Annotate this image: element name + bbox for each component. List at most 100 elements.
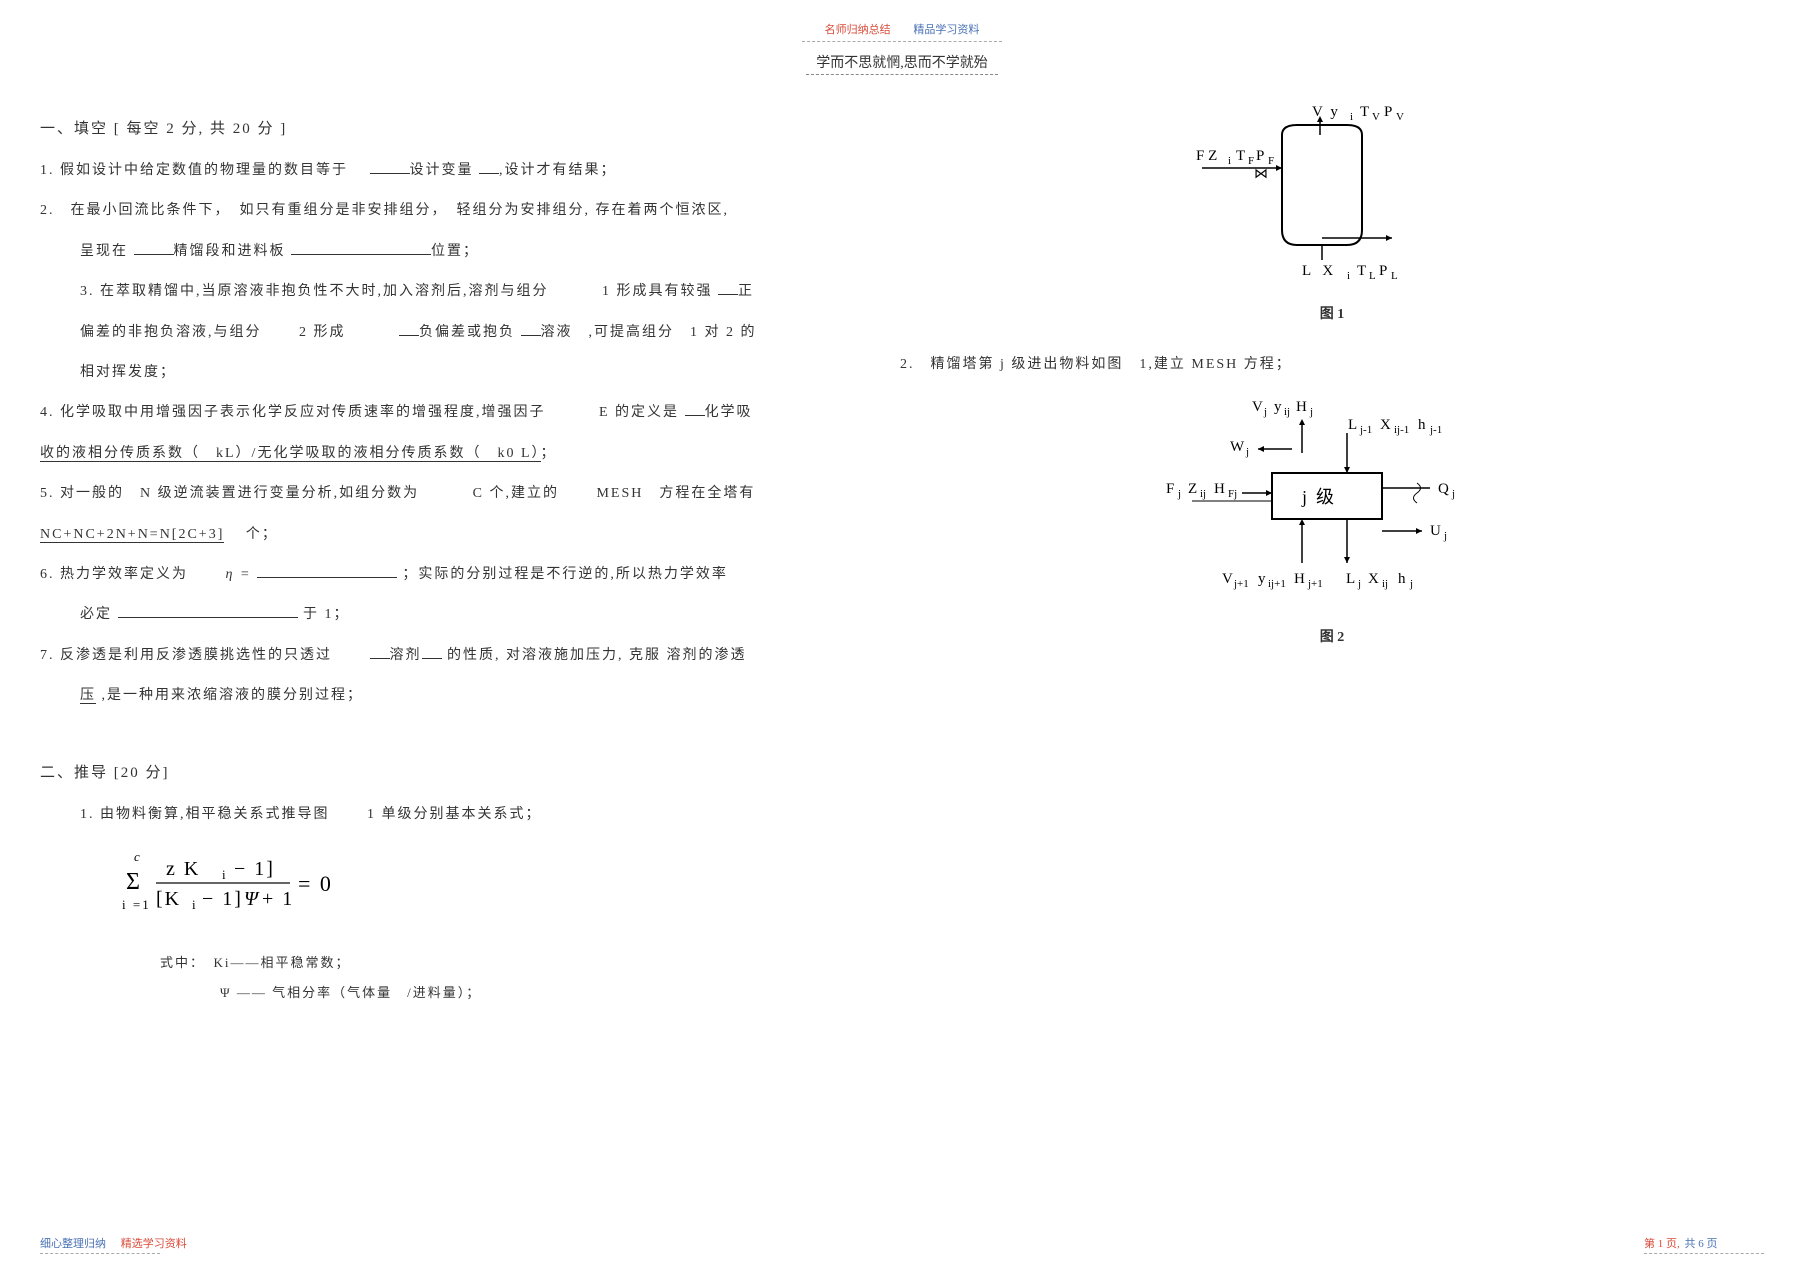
- q3-text: 3. 在萃取精馏中,当原溶液非抱负性不大时,加入溶剂后,溶剂与组分: [80, 284, 549, 299]
- q4-mid: E 的定义是: [599, 405, 679, 420]
- page-footer: 细心整理归纳 精选学习资料 第 1 页, 共 6 页: [40, 1235, 1764, 1254]
- question-4: 4. 化学吸取中用增强因子表示化学反应对传质速率的增强程度,增强因子 E 的定义…: [40, 395, 860, 431]
- svg-text:H: H: [1296, 399, 1307, 415]
- svg-text:P: P: [1384, 104, 1392, 120]
- q3-mid: 1 形成具有较强: [602, 284, 713, 299]
- section-2-title: 二、推导 [20 分]: [40, 754, 860, 793]
- svg-text:L: L: [1391, 270, 1398, 282]
- question-6: 6. 热力学效率定义为 η = ；实际的分别过程是不行逆的,所以热力学效率: [40, 557, 860, 593]
- svg-text:P: P: [1379, 263, 1387, 279]
- figure-2-svg: V j y ij H j L j-1 X ij-1 h j-1 W j: [1162, 393, 1502, 613]
- svg-text:y: y: [1258, 571, 1266, 587]
- question-2-line2: 呈现在 精馏段和进料板 位置；: [40, 234, 860, 270]
- svg-text:ij+1: ij+1: [1268, 578, 1286, 590]
- question-3-line3: 相对挥发度；: [40, 355, 860, 391]
- q4-ans: 化学吸: [705, 405, 753, 420]
- q2-line2-text: 呈现在: [80, 244, 128, 259]
- svg-text:y: y: [1274, 399, 1282, 415]
- svg-text:j: j: [1245, 446, 1249, 458]
- question-3-line2: 偏差的非抱负溶液,与组分 2 形成 负偏差或抱负 溶液 ,可提高组分 1 对 2…: [40, 315, 860, 351]
- svg-text:+ 1: + 1: [262, 888, 294, 910]
- q5-formula: NC+NC+2N+N=N[2C+3]: [40, 527, 224, 543]
- formula-block: c Σ i =1 z K i − 1] [K i − 1] Ψ + 1 = 0: [120, 849, 860, 940]
- svg-text:L: L: [1346, 571, 1355, 587]
- svg-text:T: T: [1360, 104, 1369, 120]
- footer-left-divider: [40, 1253, 160, 1254]
- svg-text:L: L: [1348, 417, 1357, 433]
- svg-text:j-1: j-1: [1359, 424, 1372, 436]
- d1-end: 1 单级分别基本关系式；: [367, 807, 542, 822]
- question-6-line2: 必定 于 1；: [40, 597, 860, 633]
- svg-text:i: i: [192, 897, 198, 912]
- q7-text: 7. 反渗透是利用反渗透膜挑选性的只透过: [40, 648, 332, 663]
- svg-text:= 0: = 0: [298, 871, 333, 896]
- derivation-1: 1. 由物料衡算,相平稳关系式推导图 1 单级分别基本关系式；: [40, 797, 860, 833]
- question-7-line2: 压 ,是一种用来浓缩溶液的膜分别过程；: [40, 678, 860, 714]
- q7-mid: 的性质, 对溶液施加压力, 克服 溶剂的渗透: [447, 648, 747, 663]
- right-item-2: 2. 精馏塔第 j 级进出物料如图 1,建立 MESH 方程；: [900, 353, 1764, 373]
- question-2: 2. 在最小回流比条件下， 如只有重组分是非安排组分， 轻组分为安排组分, 存在…: [40, 193, 860, 229]
- q5-mid: C 个,建立的: [473, 486, 559, 501]
- svg-text:j: j: [1357, 578, 1361, 590]
- question-3: 3. 在萃取精馏中,当原溶液非抱负性不大时,加入溶剂后,溶剂与组分 1 形成具有…: [40, 274, 860, 310]
- q1-end: ,设计才有结果；: [499, 163, 617, 178]
- main-content: 一、填空 [ 每空 2 分, 共 20 分 ] 1. 假如设计中给定数值的物理量…: [40, 85, 1764, 1010]
- q6-text: 6. 热力学效率定义为: [40, 567, 188, 582]
- svg-text:j: j: [1263, 406, 1267, 418]
- svg-text:U: U: [1430, 523, 1441, 539]
- svg-text:T: T: [1236, 148, 1245, 164]
- q2-blank: [134, 241, 174, 255]
- q7-line2b: ,是一种用来浓缩溶液的膜分别过程；: [102, 688, 364, 703]
- footer-right: 第 1 页, 共 6 页: [1644, 1235, 1764, 1254]
- footer-right-2: 共 6 页: [1685, 1238, 1718, 1250]
- svg-text:⋈: ⋈: [1254, 167, 1268, 182]
- svg-text:i: i: [1228, 155, 1231, 167]
- q1-blank2: [479, 160, 499, 174]
- q4-blank: [685, 402, 705, 416]
- svg-text:H: H: [1214, 481, 1225, 497]
- q3-line2a: 偏差的非抱负溶液,与组分: [80, 325, 262, 340]
- svg-text:z K: z K: [166, 858, 200, 880]
- figure-1-label: 图 1: [900, 303, 1764, 323]
- header-divider: [802, 41, 1002, 42]
- header-link-2: 精品学习资料: [913, 24, 979, 36]
- svg-text:Σ: Σ: [126, 869, 142, 895]
- svg-text:Fj: Fj: [1228, 488, 1237, 500]
- svg-text:h: h: [1398, 571, 1406, 587]
- svg-text:F Z: F Z: [1196, 148, 1217, 164]
- q5-end: 个；: [246, 527, 278, 542]
- svg-text:T: T: [1357, 263, 1366, 279]
- question-5: 5. 对一般的 N 级逆流装置进行变量分析,如组分数为 C 个,建立的 MESH…: [40, 476, 860, 512]
- q3-blank: [718, 281, 738, 295]
- q4-line2: 收的液相分传质系数（ kL）/无化学吸取的液相分传质系数（ k0 L）: [40, 446, 541, 462]
- q3-line2c: 溶液 ,可提高组分 1 对 2 的: [541, 325, 757, 340]
- q3-blank2: [399, 322, 419, 336]
- svg-text:ij-1: ij-1: [1394, 424, 1409, 436]
- q5-text: 5. 对一般的 N 级逆流装置进行变量分析,如组分数为: [40, 486, 419, 501]
- svg-text:X: X: [1380, 417, 1391, 433]
- q2-blank2: [291, 241, 431, 255]
- footer-left: 细心整理归纳 精选学习资料: [40, 1235, 187, 1254]
- q7-blank: [370, 645, 390, 659]
- svg-text:j-1: j-1: [1429, 424, 1442, 436]
- page-subtitle: 学而不思就惘,思而不学就殆: [806, 50, 998, 75]
- svg-text:j+1: j+1: [1307, 578, 1323, 590]
- svg-text:V: V: [1252, 399, 1263, 415]
- q3-ans: 正: [738, 284, 754, 299]
- q6-blank2: [118, 604, 298, 618]
- svg-text:L: L: [1369, 270, 1376, 282]
- header-link-1: 名师归纳总结: [825, 24, 891, 36]
- section-1-title: 一、填空 [ 每空 2 分, 共 20 分 ]: [40, 110, 860, 149]
- svg-text:F: F: [1248, 155, 1254, 167]
- svg-text:F: F: [1268, 155, 1274, 167]
- svg-text:j: j: [1443, 530, 1447, 542]
- svg-text:j+1: j+1: [1233, 578, 1249, 590]
- question-7: 7. 反渗透是利用反渗透膜挑选性的只透过 溶剂 的性质, 对溶液施加压力, 克服…: [40, 638, 860, 674]
- header-links: 名师归纳总结 精品学习资料: [825, 21, 980, 37]
- svg-text:H: H: [1294, 571, 1305, 587]
- q2-end: 位置；: [431, 244, 479, 259]
- formula-desc-1: 式中： Ki——相平稳常数；: [160, 950, 860, 976]
- svg-text:j: j: [1177, 488, 1181, 500]
- svg-text:Z: Z: [1188, 481, 1197, 497]
- q3-ans2: 负偏差或抱负: [419, 325, 515, 340]
